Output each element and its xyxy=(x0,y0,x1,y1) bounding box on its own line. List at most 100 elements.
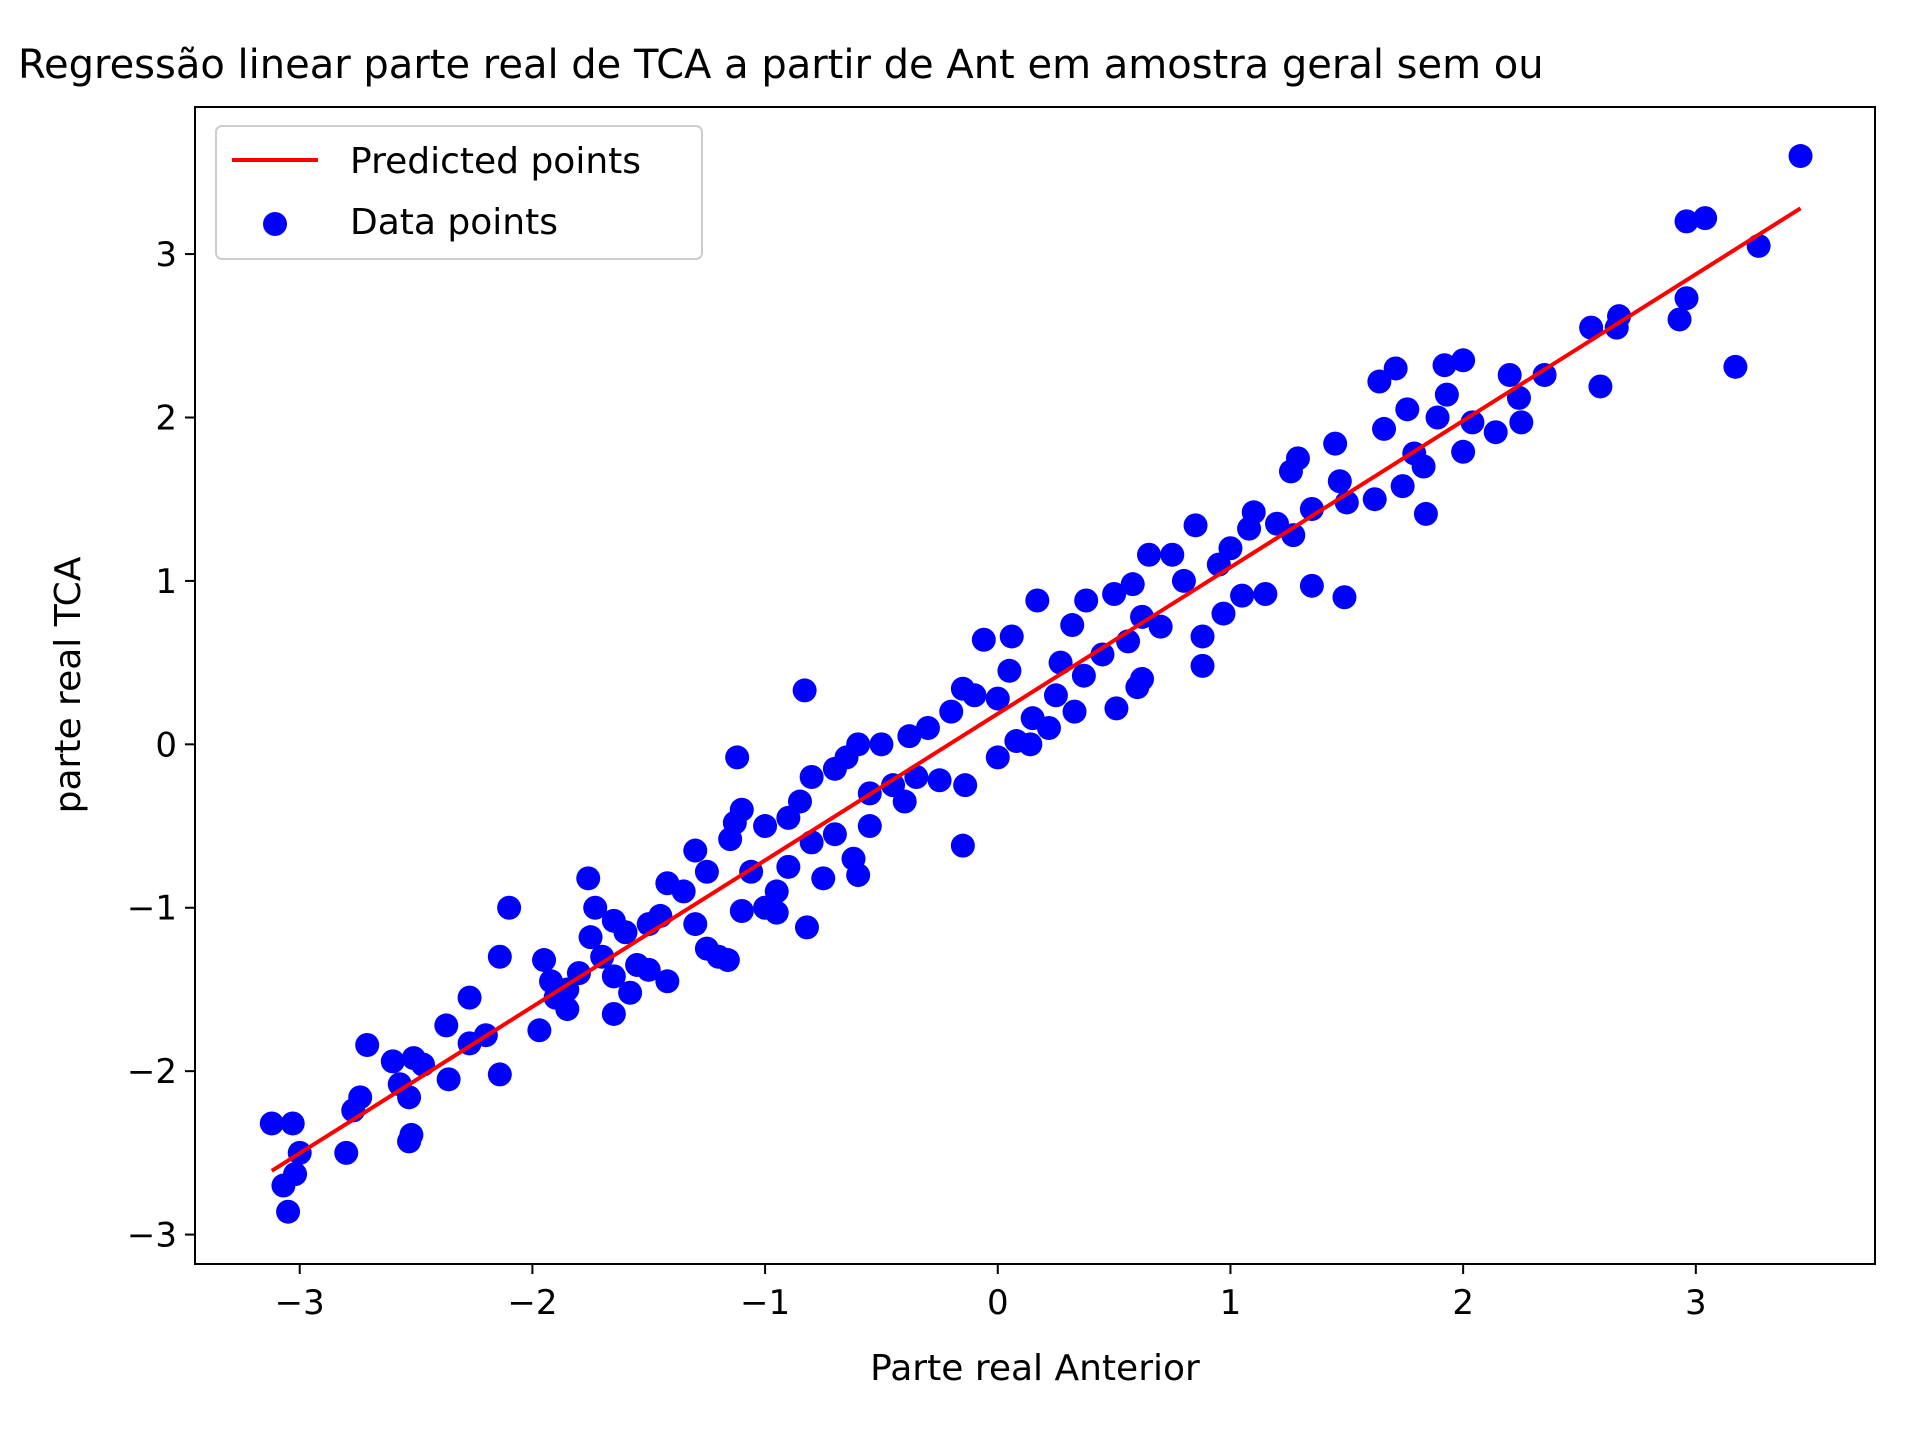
data-point-156 xyxy=(380,1049,405,1074)
data-point-66 xyxy=(1125,675,1150,700)
x-tick-label: −2 xyxy=(507,1283,557,1323)
data-point-11 xyxy=(1532,363,1557,388)
data-point-122 xyxy=(950,833,975,858)
data-point-22 xyxy=(1367,369,1392,394)
legend-data-label: Data points xyxy=(350,202,558,243)
data-point-161 xyxy=(397,1129,422,1154)
x-axis-label: Parte real Anterior xyxy=(870,1348,1200,1389)
data-point-138 xyxy=(715,948,740,973)
data-point-69 xyxy=(1062,699,1087,724)
data-point-154 xyxy=(436,1067,461,1092)
data-point-149 xyxy=(434,1013,459,1038)
data-point-9 xyxy=(1607,304,1632,329)
data-point-0 xyxy=(1788,144,1813,169)
data-point-29 xyxy=(1413,501,1438,526)
data-point-15 xyxy=(1483,420,1508,445)
data-point-71 xyxy=(1036,715,1061,740)
data-point-77 xyxy=(985,686,1010,711)
data-point-83 xyxy=(897,724,922,749)
data-point-96 xyxy=(857,814,882,839)
data-point-44 xyxy=(1160,542,1185,567)
data-point-12 xyxy=(1497,363,1522,388)
data-point-54 xyxy=(1120,572,1145,597)
data-point-90 xyxy=(892,789,917,814)
data-point-74 xyxy=(997,658,1022,683)
data-point-143 xyxy=(555,997,580,1022)
data-point-18 xyxy=(1432,353,1457,378)
data-point-147 xyxy=(527,1018,552,1043)
data-point-124 xyxy=(576,866,601,891)
data-point-30 xyxy=(1362,487,1387,512)
data-point-111 xyxy=(729,899,754,924)
data-point-82 xyxy=(915,715,940,740)
data-point-20 xyxy=(1425,405,1450,430)
data-point-50 xyxy=(1230,583,1255,608)
data-point-68 xyxy=(1043,683,1068,708)
data-point-76 xyxy=(999,624,1024,649)
data-point-19 xyxy=(1434,382,1459,407)
data-point-52 xyxy=(1299,573,1324,598)
data-point-62 xyxy=(1025,588,1050,613)
data-point-127 xyxy=(613,920,638,945)
x-tick-label: 0 xyxy=(987,1283,1009,1323)
data-point-24 xyxy=(1395,397,1420,422)
data-point-157 xyxy=(411,1052,436,1077)
data-point-2 xyxy=(1693,206,1718,231)
data-point-128 xyxy=(578,925,603,950)
x-tick-label: −1 xyxy=(740,1283,790,1323)
data-point-61 xyxy=(1074,588,1099,613)
data-point-60 xyxy=(1060,613,1085,638)
data-point-47 xyxy=(1190,624,1215,649)
data-point-17 xyxy=(1451,348,1476,373)
x-tick-label: 2 xyxy=(1452,1283,1474,1323)
x-tick-label: 3 xyxy=(1685,1283,1707,1323)
data-point-36 xyxy=(1299,497,1324,522)
data-point-159 xyxy=(397,1085,422,1110)
data-point-21 xyxy=(1451,439,1476,464)
y-tick-label: 0 xyxy=(155,725,177,765)
data-point-51 xyxy=(1211,601,1236,626)
data-point-48 xyxy=(1190,653,1215,678)
data-point-132 xyxy=(601,964,626,989)
data-point-75 xyxy=(971,627,996,652)
data-point-100 xyxy=(776,805,801,830)
data-point-45 xyxy=(1137,542,1162,567)
data-point-84 xyxy=(869,732,894,757)
data-point-112 xyxy=(764,900,789,925)
data-point-142 xyxy=(532,948,557,973)
data-point-93 xyxy=(822,756,847,781)
data-point-141 xyxy=(539,969,564,994)
data-point-113 xyxy=(694,859,719,884)
data-point-56 xyxy=(1130,604,1155,629)
data-point-23 xyxy=(1383,356,1408,381)
data-point-40 xyxy=(1241,500,1266,525)
data-point-53 xyxy=(1332,585,1357,610)
y-tick-label: −3 xyxy=(127,1216,177,1256)
data-point-164 xyxy=(334,1140,359,1165)
data-point-170 xyxy=(276,1199,301,1224)
legend-box xyxy=(215,125,703,260)
data-point-134 xyxy=(636,957,661,982)
y-axis-label: parte real TCA xyxy=(48,556,89,813)
y-tick-label: 1 xyxy=(155,562,177,602)
data-point-28 xyxy=(1390,474,1415,499)
data-point-108 xyxy=(811,866,836,891)
data-point-88 xyxy=(927,768,952,793)
data-point-94 xyxy=(799,765,824,790)
data-point-145 xyxy=(497,895,522,920)
y-tick-label: 2 xyxy=(155,398,177,438)
data-point-144 xyxy=(601,1001,626,1026)
data-point-10 xyxy=(1588,374,1613,399)
legend: Predicted points Data points xyxy=(215,125,703,260)
data-point-153 xyxy=(355,1033,380,1058)
legend-data-swatch xyxy=(263,212,287,236)
chart-title: Regressão linear parte real de TCA a par… xyxy=(18,42,1544,88)
data-point-55 xyxy=(1102,581,1127,606)
data-point-27 xyxy=(1411,454,1436,479)
data-point-129 xyxy=(590,944,615,969)
data-point-120 xyxy=(725,745,750,770)
predicted-line xyxy=(270,206,1802,1173)
data-point-7 xyxy=(1579,315,1604,340)
data-point-57 xyxy=(1148,614,1173,639)
data-point-97 xyxy=(822,822,847,847)
